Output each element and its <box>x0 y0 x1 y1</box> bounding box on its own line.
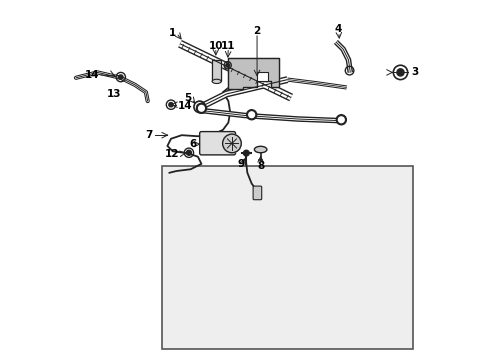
Bar <box>162 166 412 348</box>
Text: 14: 14 <box>84 70 99 80</box>
Text: 6: 6 <box>188 139 196 149</box>
Text: 10: 10 <box>208 41 223 50</box>
Circle shape <box>243 150 249 156</box>
Text: 8: 8 <box>257 161 264 171</box>
FancyBboxPatch shape <box>253 186 261 200</box>
Text: 9: 9 <box>237 159 244 169</box>
Circle shape <box>168 103 173 107</box>
Circle shape <box>338 117 344 123</box>
Circle shape <box>186 150 191 155</box>
Text: 1: 1 <box>169 28 176 38</box>
Circle shape <box>196 103 206 113</box>
Circle shape <box>248 112 254 118</box>
Text: 14: 14 <box>178 101 192 111</box>
Polygon shape <box>228 58 278 89</box>
Text: 7: 7 <box>145 130 153 140</box>
Text: 3: 3 <box>410 67 418 77</box>
Circle shape <box>396 69 403 76</box>
Circle shape <box>225 63 229 67</box>
FancyBboxPatch shape <box>199 132 235 155</box>
Text: 5: 5 <box>184 93 191 103</box>
Circle shape <box>222 134 241 153</box>
Bar <box>257 72 267 81</box>
Text: 12: 12 <box>164 149 179 159</box>
Polygon shape <box>212 60 221 81</box>
Ellipse shape <box>212 79 221 84</box>
Ellipse shape <box>254 146 266 153</box>
Text: 4: 4 <box>333 24 341 35</box>
Text: 2: 2 <box>253 26 260 36</box>
Text: 13: 13 <box>106 89 121 99</box>
Text: 11: 11 <box>221 41 235 50</box>
Circle shape <box>119 75 122 79</box>
Circle shape <box>336 115 346 125</box>
Circle shape <box>198 105 204 111</box>
Circle shape <box>246 110 256 120</box>
